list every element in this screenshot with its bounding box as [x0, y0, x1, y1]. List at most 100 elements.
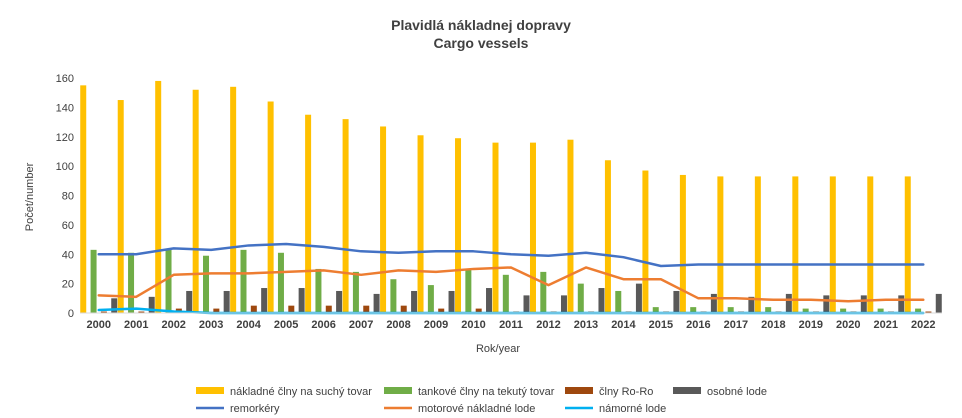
bar-2000-s2 [100, 311, 107, 313]
bar-2020-s0 [829, 176, 836, 313]
bar-2011-s0 [492, 142, 499, 314]
bar-2004-s0 [230, 86, 237, 313]
bar-2008-s3 [411, 290, 418, 313]
x-tick-label: 2006 [311, 319, 335, 331]
bar-2012-s0 [529, 142, 536, 314]
legend-label: osobné lode [707, 386, 767, 398]
x-tick-label: 2008 [386, 319, 410, 331]
x-tick-label: 2010 [461, 319, 485, 331]
y-tick-label: 40 [62, 249, 74, 261]
bar-2008-s0 [380, 126, 387, 313]
bar-2006-s2 [325, 305, 332, 313]
bar-2009-s2 [438, 308, 445, 313]
bar-2016-s1 [690, 307, 697, 314]
chart-subtitle: Cargo vessels [434, 35, 529, 51]
y-axis-label: Počet/number [24, 162, 36, 231]
bar-2021-s3 [898, 295, 905, 314]
x-tick-label: 2019 [799, 319, 823, 331]
bar-2000-s0 [80, 85, 87, 313]
bar-2003-s3 [223, 290, 230, 313]
bar-2021-s1 [877, 308, 884, 313]
legend-swatch [673, 387, 701, 394]
bar-2020-s3 [860, 295, 867, 314]
bar-2001-s3 [148, 296, 155, 313]
legend-swatch [196, 387, 224, 394]
bar-2006-s1 [315, 268, 322, 313]
bar-2005-s2 [288, 305, 295, 313]
legend-label: remorkéry [230, 403, 280, 415]
legend-swatch [565, 387, 593, 394]
y-tick-label: 100 [56, 161, 74, 173]
bar-2000-s3 [111, 298, 118, 313]
bar-2012-s3 [560, 295, 567, 314]
bar-2010-s0 [455, 138, 462, 313]
bar-2007-s3 [373, 293, 380, 313]
bar-2015-s3 [673, 290, 680, 313]
bar-2004-s3 [261, 288, 268, 313]
bar-2011-s1 [502, 274, 509, 313]
y-tick-label: 0 [68, 308, 74, 320]
bar-2006-s3 [336, 290, 343, 313]
bar-2013-s1 [577, 283, 584, 314]
line-series-group [97, 242, 925, 315]
x-tick-label: 2011 [499, 319, 523, 331]
bar-2017-s3 [748, 296, 755, 313]
x-tick-label: 2003 [199, 319, 223, 331]
line-series-1 [97, 266, 925, 303]
chart-legend: nákladné člny na suchý tovar tankové člny… [196, 386, 767, 415]
bar-2013-s0 [567, 139, 574, 313]
bar-2001-s2 [138, 311, 145, 313]
bar-series-group [80, 80, 942, 314]
bar-2014-s0 [604, 160, 611, 313]
bar-2011-s3 [523, 295, 530, 314]
bar-2007-s2 [363, 305, 370, 313]
x-tick-label: 2000 [86, 319, 110, 331]
bar-2010-s2 [475, 308, 482, 313]
bar-2018-s3 [785, 293, 792, 313]
bar-2013-s3 [598, 288, 605, 313]
bar-2001-s0 [117, 100, 124, 313]
bar-2014-s3 [635, 283, 642, 314]
bar-2003-s0 [192, 89, 199, 313]
x-axis-ticks: 2000 2001 2002 2003 2004 2005 2006 2007 2008 2009… [86, 319, 935, 331]
bar-2008-s2 [400, 305, 407, 313]
bar-2003-s1 [203, 255, 210, 313]
legend-label: námorné lode [599, 403, 666, 415]
bar-2002-s1 [165, 249, 172, 313]
x-tick-label: 2021 [874, 319, 898, 331]
legend-label: motorové nákladné lode [418, 403, 535, 415]
y-tick-label: 140 [56, 102, 74, 114]
y-tick-label: 160 [56, 73, 74, 85]
line-series-2 [97, 307, 925, 315]
y-axis-ticks: 0 20 40 60 80 100 120 140 160 [56, 73, 74, 320]
bar-2017-s1 [727, 307, 734, 314]
chart-title: Plavidlá nákladnej dopravy [391, 17, 571, 33]
bar-2000-s1 [90, 249, 97, 313]
bar-2015-s0 [642, 170, 649, 313]
x-tick-label: 2017 [724, 319, 748, 331]
bar-2003-s2 [213, 308, 220, 313]
bar-2010-s1 [465, 268, 472, 313]
bar-2006-s0 [305, 114, 312, 313]
bar-2022-s0 [904, 176, 911, 313]
bar-2020-s1 [840, 308, 847, 313]
bar-2019-s0 [792, 176, 799, 313]
bar-2016-s0 [679, 174, 686, 313]
bar-2022-s3 [935, 293, 942, 313]
x-axis-label: Rok/year [476, 343, 520, 355]
bar-2007-s0 [342, 119, 349, 314]
bar-2019-s3 [823, 295, 830, 314]
bar-2017-s0 [717, 176, 724, 313]
bar-2022-s1 [915, 308, 922, 313]
bar-2004-s2 [250, 305, 257, 313]
x-tick-label: 2001 [124, 319, 148, 331]
x-tick-label: 2015 [649, 319, 673, 331]
bar-2005-s1 [277, 252, 284, 313]
bar-2005-s0 [267, 101, 274, 313]
bar-2021-s0 [867, 176, 874, 313]
bar-2014-s1 [615, 290, 622, 313]
x-tick-label: 2018 [761, 319, 785, 331]
bar-2016-s3 [710, 293, 717, 313]
x-tick-label: 2022 [911, 319, 935, 331]
